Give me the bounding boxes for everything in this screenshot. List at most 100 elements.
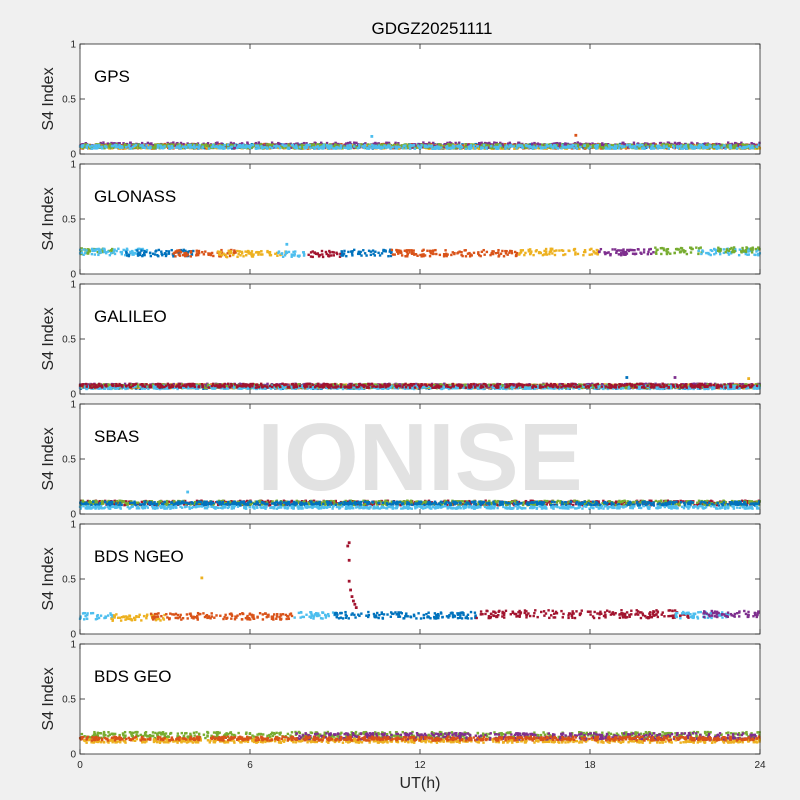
data-point — [327, 254, 329, 256]
data-point — [564, 142, 566, 144]
data-point — [511, 252, 513, 254]
data-point — [281, 252, 283, 254]
data-point — [596, 249, 598, 251]
data-point — [595, 144, 597, 146]
data-point — [469, 147, 471, 149]
data-point — [411, 253, 413, 255]
data-point — [125, 252, 127, 254]
data-point — [750, 142, 752, 144]
data-point — [576, 147, 578, 149]
data-point — [453, 145, 455, 147]
data-point — [295, 145, 297, 147]
data-point — [238, 250, 240, 252]
data-point — [547, 145, 549, 147]
data-point — [465, 148, 467, 150]
data-point — [115, 250, 117, 252]
data-point — [504, 146, 506, 148]
data-point — [379, 254, 381, 256]
data-point — [465, 255, 467, 257]
data-point — [458, 250, 460, 252]
data-point — [615, 252, 617, 254]
data-point — [673, 252, 675, 254]
data-point — [184, 250, 186, 252]
data-point — [520, 249, 522, 251]
data-point — [753, 254, 755, 256]
data-point — [424, 254, 426, 256]
data-point — [100, 251, 102, 253]
data-point — [333, 254, 335, 256]
data-point — [91, 144, 93, 146]
data-point — [729, 248, 731, 250]
data-point — [397, 249, 399, 251]
data-point — [533, 142, 535, 144]
data-point — [406, 251, 408, 253]
data-point — [626, 249, 628, 251]
data-point — [101, 146, 103, 148]
data-point — [372, 253, 374, 255]
data-point — [312, 146, 314, 148]
data-point — [196, 143, 198, 145]
data-point — [257, 145, 259, 147]
data-point — [601, 146, 603, 148]
data-point — [102, 141, 104, 143]
data-point — [524, 252, 526, 254]
data-point — [481, 251, 483, 253]
data-point — [203, 253, 205, 255]
data-point — [755, 250, 757, 252]
data-point — [677, 142, 679, 144]
data-point — [321, 147, 323, 149]
data-point — [629, 146, 631, 148]
data-point — [233, 251, 235, 253]
data-point — [598, 251, 600, 253]
data-point — [512, 145, 514, 147]
data-point — [639, 252, 641, 254]
data-point — [623, 145, 625, 147]
data-point — [575, 144, 577, 146]
data-point — [307, 254, 309, 256]
data-point — [298, 255, 300, 257]
data-point — [104, 145, 106, 147]
data-point — [454, 142, 456, 144]
data-point — [552, 147, 554, 149]
data-point — [742, 249, 744, 251]
data-point — [98, 248, 100, 250]
data-point — [266, 143, 268, 145]
data-point — [551, 252, 553, 254]
data-point — [244, 250, 246, 252]
data-point — [446, 147, 448, 149]
y-tick-label: 1 — [70, 40, 76, 51]
data-point — [255, 147, 257, 149]
data-point — [444, 249, 446, 251]
data-point — [486, 251, 488, 253]
data-point — [657, 147, 659, 149]
data-point — [516, 252, 518, 254]
data-point — [750, 247, 752, 249]
data-point — [322, 256, 324, 258]
data-point — [286, 252, 288, 254]
data-point — [331, 251, 333, 253]
data-point — [721, 146, 723, 148]
data-point — [350, 250, 352, 252]
data-point — [155, 249, 157, 251]
data-point — [221, 254, 223, 256]
data-point — [152, 253, 154, 255]
data-point — [358, 146, 360, 148]
data-point — [255, 142, 257, 144]
data-point — [321, 250, 323, 252]
data-point — [682, 147, 684, 149]
data-point — [678, 248, 680, 250]
data-point — [350, 147, 352, 149]
data-point — [697, 147, 699, 149]
data-point — [391, 249, 393, 251]
data-point — [150, 142, 152, 144]
data-point — [450, 254, 452, 256]
data-point — [358, 144, 360, 146]
data-point — [125, 146, 127, 148]
data-point — [567, 145, 569, 147]
data-point — [495, 252, 497, 254]
data-point — [632, 145, 634, 147]
data-point — [172, 252, 174, 254]
data-point — [353, 249, 355, 251]
